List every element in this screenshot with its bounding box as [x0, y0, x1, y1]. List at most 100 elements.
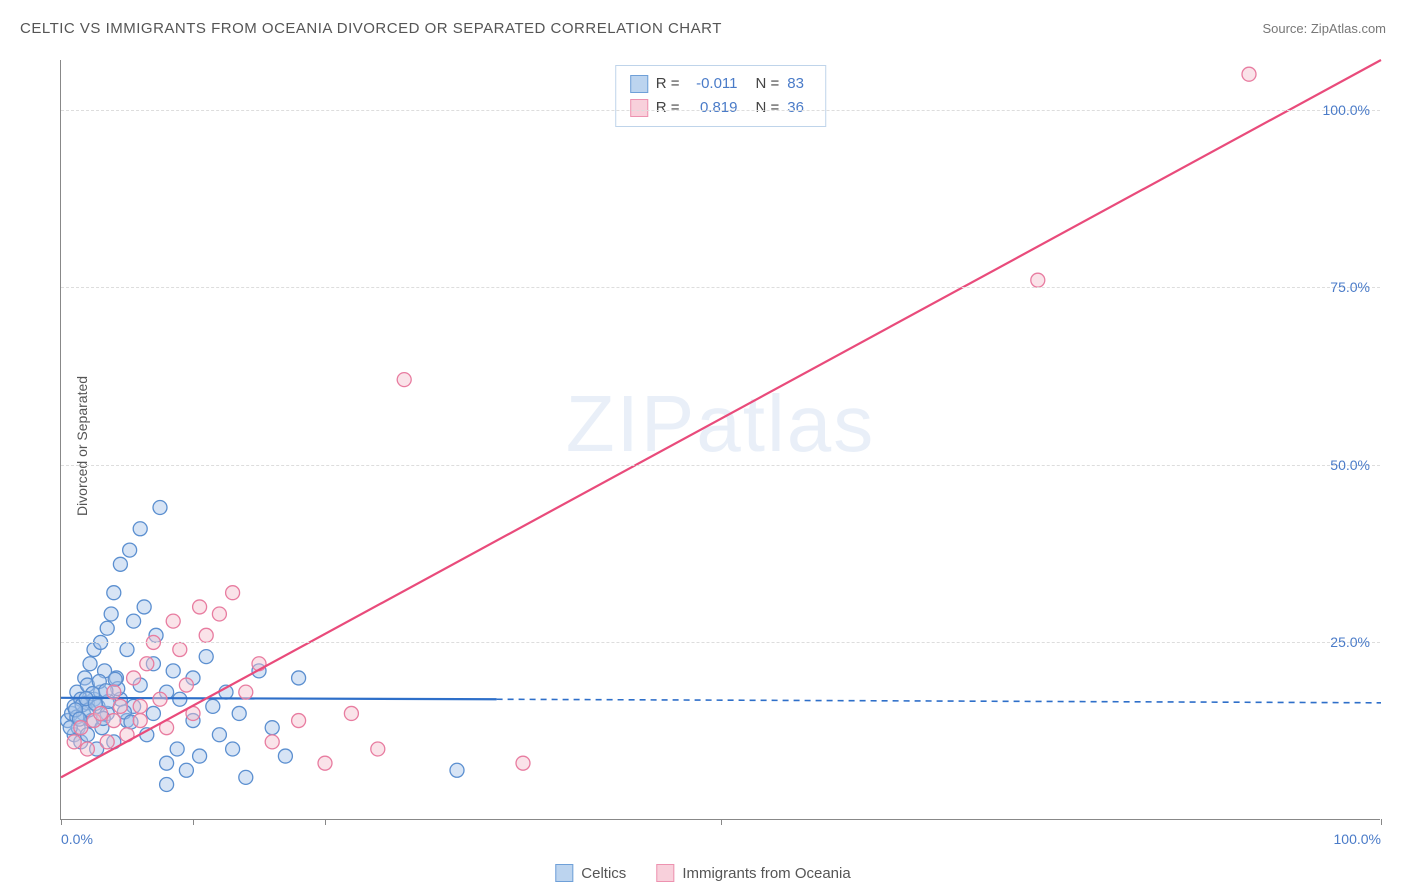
data-point [179, 678, 193, 692]
data-point [123, 543, 137, 557]
data-point [516, 756, 530, 770]
data-point [318, 756, 332, 770]
data-point [113, 699, 127, 713]
data-point [292, 714, 306, 728]
data-point [160, 777, 174, 791]
trend-line [61, 698, 497, 699]
y-tick-label: 75.0% [1330, 279, 1370, 295]
data-point [133, 699, 147, 713]
x-tick [721, 819, 722, 825]
data-point [67, 735, 81, 749]
data-point [199, 628, 213, 642]
data-point [226, 742, 240, 756]
data-point [212, 728, 226, 742]
data-point [113, 557, 127, 571]
data-point [80, 742, 94, 756]
data-point [107, 685, 121, 699]
correlation-legend: R = -0.011 N = 83 R = 0.819 N = 36 [615, 65, 827, 127]
legend-r-value: -0.011 [688, 72, 738, 96]
data-point [137, 600, 151, 614]
correlation-legend-row: R = 0.819 N = 36 [630, 96, 812, 120]
data-point [120, 643, 134, 657]
legend-swatch [630, 99, 648, 117]
data-point [108, 672, 122, 686]
data-point [133, 522, 147, 536]
y-tick-label: 100.0% [1323, 102, 1370, 118]
data-point [226, 586, 240, 600]
data-point [265, 735, 279, 749]
trend-line-dashed [497, 699, 1381, 703]
chart-header: CELTIC VS IMMIGRANTS FROM OCEANIA DIVORC… [20, 20, 1386, 37]
gridline [61, 287, 1380, 288]
data-point [206, 699, 220, 713]
data-point [292, 671, 306, 685]
legend-swatch [656, 864, 674, 882]
x-tick-label: 0.0% [61, 831, 93, 847]
x-tick-label: 100.0% [1334, 831, 1381, 847]
series-legend-item: Celtics [555, 864, 626, 882]
source-attribution: Source: ZipAtlas.com [1262, 21, 1386, 36]
legend-n-value: 83 [787, 72, 811, 96]
legend-n-label: N = [756, 96, 780, 120]
data-point [127, 671, 141, 685]
x-tick [1381, 819, 1382, 825]
data-point [170, 742, 184, 756]
data-point [239, 770, 253, 784]
data-point [83, 657, 97, 671]
x-tick [325, 819, 326, 825]
data-point [193, 600, 207, 614]
data-point [107, 586, 121, 600]
data-point [146, 706, 160, 720]
gridline [61, 110, 1380, 111]
data-point [1031, 273, 1045, 287]
data-point [100, 735, 114, 749]
data-point [94, 706, 108, 720]
data-point [450, 763, 464, 777]
data-point [100, 621, 114, 635]
data-point [239, 685, 253, 699]
data-point [74, 721, 88, 735]
data-point [153, 500, 167, 514]
trend-line [61, 60, 1381, 777]
data-point [153, 692, 167, 706]
data-point [104, 607, 118, 621]
y-tick-label: 50.0% [1330, 457, 1370, 473]
data-point [166, 614, 180, 628]
data-point [371, 742, 385, 756]
correlation-legend-row: R = -0.011 N = 83 [630, 72, 812, 96]
chart-title: CELTIC VS IMMIGRANTS FROM OCEANIA DIVORC… [20, 20, 722, 37]
x-tick [193, 819, 194, 825]
plot-svg [61, 60, 1380, 819]
data-point [212, 607, 226, 621]
data-point [344, 706, 358, 720]
legend-r-label: R = [656, 96, 680, 120]
series-legend-item: Immigrants from Oceania [656, 864, 850, 882]
plot-area: ZIPatlas R =-0.011N =83R =0.819N =36 25.… [60, 60, 1380, 820]
x-tick [61, 819, 62, 825]
data-point [278, 749, 292, 763]
data-point [127, 614, 141, 628]
y-tick-label: 25.0% [1330, 634, 1370, 650]
legend-r-value: 0.819 [688, 96, 738, 120]
data-point [199, 650, 213, 664]
gridline [61, 642, 1380, 643]
data-point [166, 664, 180, 678]
data-point [107, 714, 121, 728]
legend-swatch [630, 75, 648, 93]
data-point [133, 714, 147, 728]
data-point [265, 721, 279, 735]
legend-swatch [555, 864, 573, 882]
legend-r-label: R = [656, 72, 680, 96]
legend-series-label: Immigrants from Oceania [682, 865, 850, 882]
legend-series-label: Celtics [581, 865, 626, 882]
legend-n-value: 36 [787, 96, 811, 120]
gridline [61, 465, 1380, 466]
data-point [232, 706, 246, 720]
data-point [193, 749, 207, 763]
data-point [179, 763, 193, 777]
series-legend: Celtics Immigrants from Oceania [555, 864, 850, 882]
data-point [1242, 67, 1256, 81]
data-point [173, 643, 187, 657]
legend-n-label: N = [756, 72, 780, 96]
data-point [397, 373, 411, 387]
